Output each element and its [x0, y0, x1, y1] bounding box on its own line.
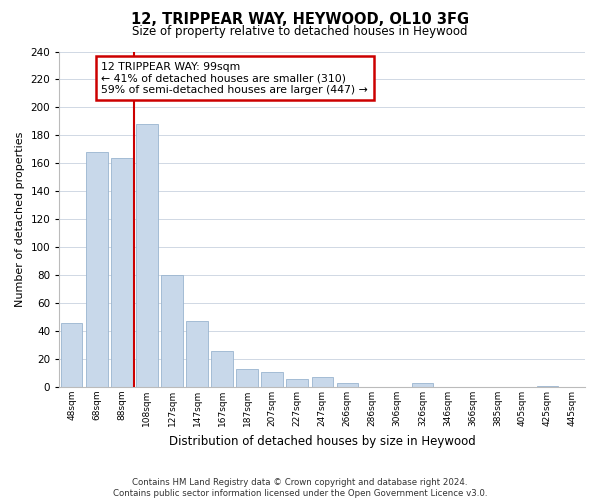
Bar: [286, 378, 308, 387]
X-axis label: Distribution of detached houses by size in Heywood: Distribution of detached houses by size …: [169, 434, 476, 448]
Bar: [537, 386, 558, 387]
Text: 12 TRIPPEAR WAY: 99sqm
← 41% of detached houses are smaller (310)
59% of semi-de: 12 TRIPPEAR WAY: 99sqm ← 41% of detached…: [101, 62, 368, 95]
Bar: [262, 372, 283, 387]
Bar: [86, 152, 107, 387]
Bar: [61, 322, 82, 387]
Bar: [111, 158, 133, 387]
Bar: [412, 383, 433, 387]
Bar: [311, 377, 333, 387]
Bar: [211, 350, 233, 387]
Text: Size of property relative to detached houses in Heywood: Size of property relative to detached ho…: [132, 25, 468, 38]
Text: Contains HM Land Registry data © Crown copyright and database right 2024.
Contai: Contains HM Land Registry data © Crown c…: [113, 478, 487, 498]
Bar: [337, 383, 358, 387]
Bar: [187, 322, 208, 387]
Bar: [161, 275, 182, 387]
Bar: [236, 369, 258, 387]
Text: 12, TRIPPEAR WAY, HEYWOOD, OL10 3FG: 12, TRIPPEAR WAY, HEYWOOD, OL10 3FG: [131, 12, 469, 28]
Bar: [136, 124, 158, 387]
Y-axis label: Number of detached properties: Number of detached properties: [15, 132, 25, 307]
